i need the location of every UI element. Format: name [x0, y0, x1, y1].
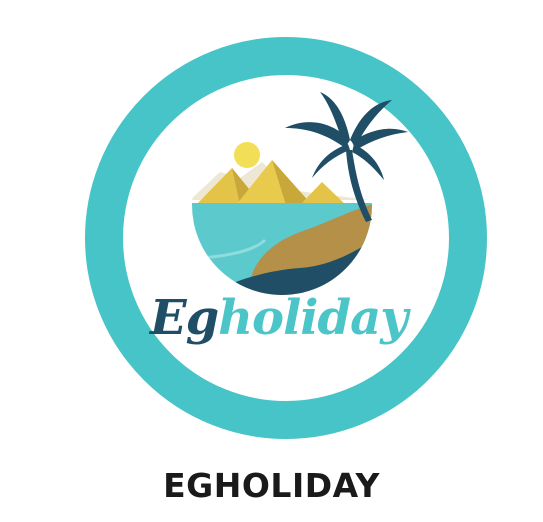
wordmark-holiday: holiday: [218, 290, 408, 346]
wordmark-eg: Eg: [150, 290, 219, 346]
sun-icon: [234, 142, 260, 168]
logo-wordmark: Egholiday: [150, 288, 408, 348]
logo-ring: [85, 37, 487, 439]
logo-graphic: [85, 37, 487, 439]
pyramids-beach-palm-icon: [192, 92, 408, 295]
brand-logo: Egholiday: [85, 37, 487, 439]
palm-tree-icon: [285, 92, 408, 222]
brand-caption: EGHOLIDAY: [163, 466, 380, 505]
